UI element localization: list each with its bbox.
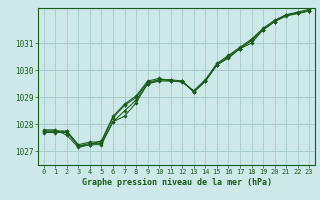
X-axis label: Graphe pression niveau de la mer (hPa): Graphe pression niveau de la mer (hPa) [82,178,271,187]
